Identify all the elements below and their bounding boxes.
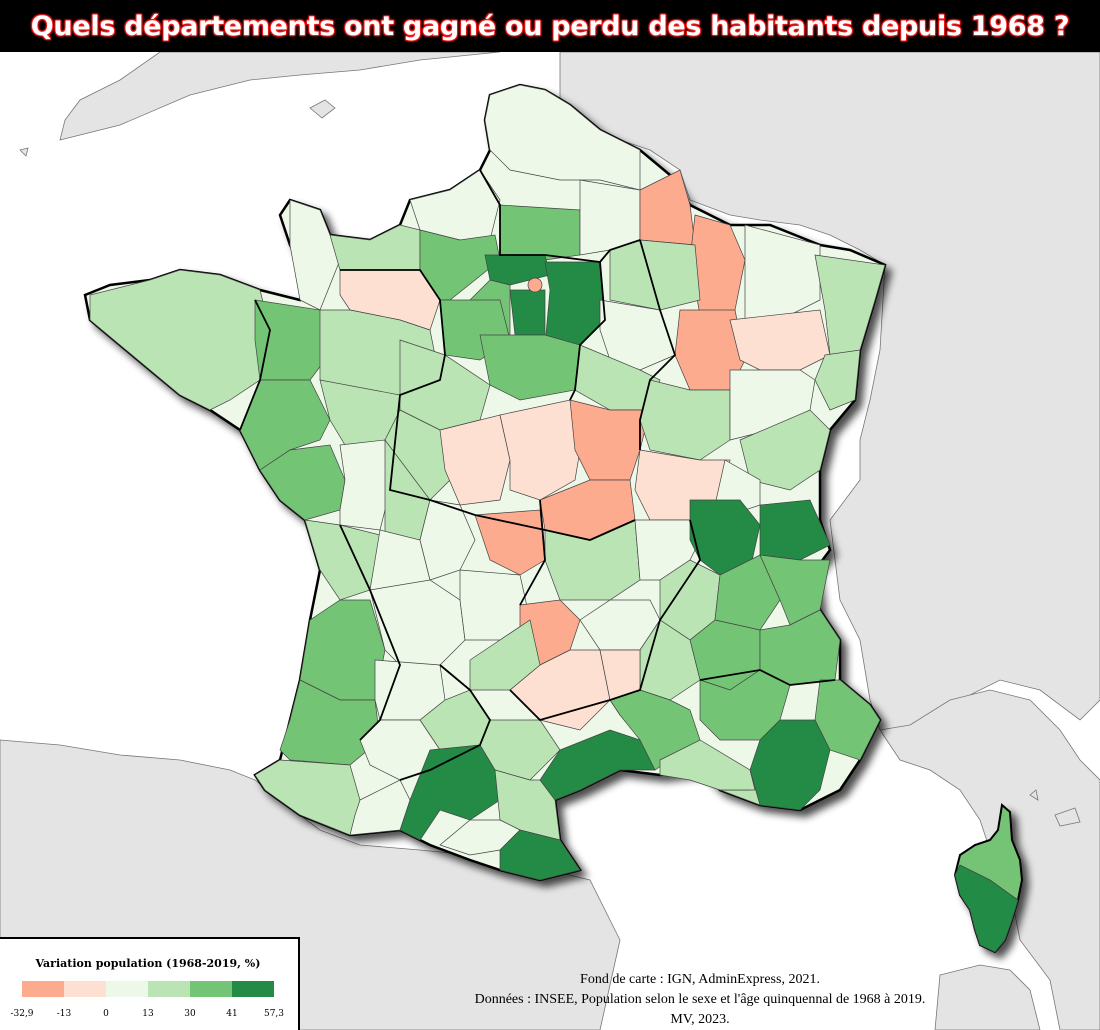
source-data: Données : INSEE, Population selon le sex…	[474, 992, 926, 1007]
island	[1054, 807, 1081, 827]
map-legend: Variation population (1968-2019, %) -32,…	[0, 937, 300, 1030]
legend-swatch	[106, 981, 148, 997]
dept-oise	[499, 204, 581, 261]
continent-land	[559, 52, 1100, 741]
dept-isere	[714, 554, 781, 631]
legend-tick-label: 57,3	[263, 1009, 285, 1019]
dept-bouches-du-rhone-2	[659, 739, 756, 791]
map-title: Quels départements ont gagné ou perdu de…	[30, 10, 1070, 42]
legend-title: Variation population (1968-2019, %)	[35, 957, 261, 970]
dept-deux-sevres	[339, 439, 391, 531]
dept-haut-rhin	[814, 349, 861, 411]
title-bar: Quels départements ont gagné ou perdu de…	[0, 0, 1100, 52]
dept-ille-et-vilaine	[254, 299, 326, 381]
legend-tick-label: 13	[142, 1009, 154, 1019]
legend-tick-label: 30	[184, 1009, 196, 1019]
dept-pyrenees-orientales	[499, 829, 581, 881]
legend-swatch	[22, 981, 64, 997]
dept-manche	[289, 199, 341, 311]
uk-land	[59, 52, 501, 141]
dept-haute-savoie	[759, 499, 831, 561]
dept-cote-d-or	[639, 379, 731, 461]
region-borders	[239, 169, 836, 781]
island	[309, 99, 336, 119]
italy-land	[879, 689, 1100, 1030]
sardinia-land	[934, 964, 1041, 1030]
legend-swatches	[22, 981, 274, 997]
departments	[89, 84, 886, 881]
legend-swatch	[64, 981, 106, 997]
dept-ardennes	[639, 169, 696, 246]
legend-tick-label: 41	[226, 1009, 238, 1019]
legend-swatch	[190, 981, 232, 997]
dept-dordogne	[369, 579, 466, 666]
legend-swatch	[232, 981, 274, 997]
dept-paris	[527, 277, 543, 293]
map-canvas	[0, 52, 1100, 1030]
dept-nievre	[569, 399, 651, 481]
legend-ticks: -32,9 -13 0 13 30 41 57,3	[0, 1009, 300, 1023]
dept-essonne-yvelines	[509, 289, 546, 336]
dept-moselle	[744, 224, 821, 321]
source-basemap: Fond de carte : IGN, AdminExpress, 2021.	[580, 972, 820, 987]
dept-bretagne	[89, 269, 271, 411]
dept-vosges	[729, 309, 831, 371]
legend-tick-label: -32,9	[10, 1009, 34, 1019]
corsica	[953, 803, 1024, 954]
island	[19, 147, 29, 157]
source-author: MV, 2023.	[670, 1012, 730, 1027]
island	[1029, 789, 1039, 801]
legend-tick-label: 0	[103, 1009, 109, 1019]
dept-marne	[609, 239, 701, 311]
legend-tick-label: -13	[56, 1009, 72, 1019]
legend-swatch	[148, 981, 190, 997]
